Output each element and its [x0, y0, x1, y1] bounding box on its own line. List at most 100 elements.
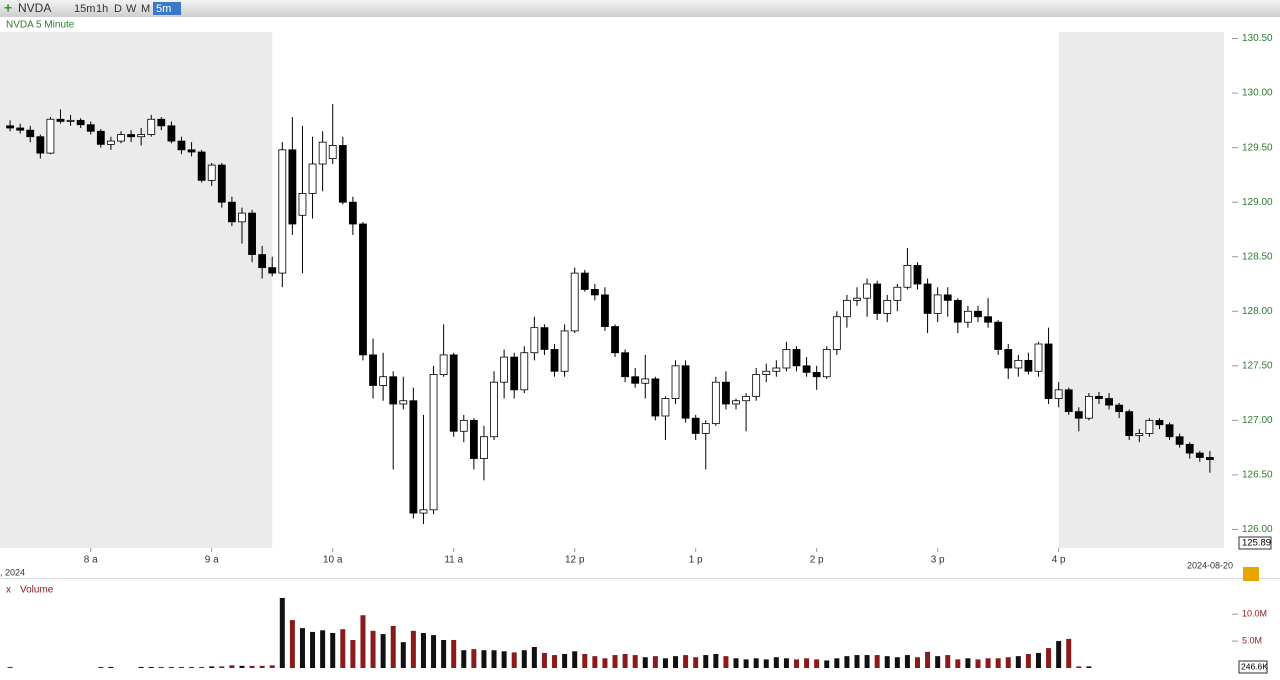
volume-bar	[955, 659, 961, 668]
volume-bar	[662, 658, 668, 668]
candle-body	[76, 119, 85, 126]
candle-body	[550, 349, 559, 372]
interval-button[interactable]: D	[114, 3, 122, 15]
interval-button[interactable]: W	[126, 3, 137, 15]
volume-bar	[511, 652, 517, 668]
volume-bar	[441, 640, 447, 668]
candle-body	[802, 365, 811, 373]
candle-body	[742, 395, 750, 402]
candle-body	[631, 376, 640, 384]
candle-body	[641, 378, 650, 384]
candle-body	[661, 398, 670, 417]
y-tick-label: 130.00	[1242, 88, 1273, 99]
candle-body	[227, 201, 236, 223]
candle-body	[248, 212, 256, 255]
volume-bar	[713, 654, 719, 668]
volume-bar	[410, 630, 416, 668]
x-tick-label: 4 p	[1052, 555, 1066, 566]
volume-legend[interactable]: Volume	[20, 585, 54, 596]
candle-body	[732, 400, 740, 405]
volume-bar	[400, 642, 406, 668]
candle-body	[1024, 359, 1033, 372]
volume-bar	[189, 666, 195, 668]
volume-bar	[995, 658, 1001, 668]
candle-body	[389, 376, 398, 405]
volume-bar	[935, 656, 941, 668]
candle-body	[86, 124, 95, 132]
candle-body	[157, 118, 166, 127]
candle-body	[671, 365, 680, 399]
volume-bar	[158, 666, 164, 668]
candle-body	[268, 267, 277, 274]
volume-bar	[733, 658, 739, 668]
x-tick-label: 1 p	[689, 555, 703, 566]
candle-body	[752, 374, 761, 397]
play-button[interactable]	[1243, 567, 1259, 581]
y-tick-label: 10.0M	[1242, 609, 1267, 619]
volume-box	[1238, 660, 1268, 674]
candle-body	[369, 354, 377, 386]
volume-bar	[289, 620, 295, 668]
candle-body	[782, 349, 791, 369]
y-tick-label: 128.50	[1242, 251, 1273, 262]
volume-bar	[985, 658, 991, 668]
candle-body	[701, 423, 710, 434]
volume-bar	[249, 665, 255, 668]
x-tick-label: 11 a	[444, 555, 463, 566]
volume-bar	[1056, 641, 1062, 668]
active-interval[interactable]: 5m	[156, 3, 171, 15]
chart-legend[interactable]: NVDA 5 Minute	[6, 20, 75, 31]
candle-body	[238, 212, 246, 223]
last-volume: 246.6K	[1241, 661, 1268, 671]
volume-bar	[148, 666, 154, 668]
candle-body	[832, 316, 841, 350]
candle-body	[1044, 343, 1053, 399]
volume-bar	[1046, 648, 1052, 668]
candle-body	[147, 118, 156, 135]
volume-bar	[299, 628, 305, 668]
symbol[interactable]: NVDA	[18, 1, 51, 15]
interval-button[interactable]: M	[141, 3, 150, 15]
candle-body	[722, 381, 730, 405]
volume-bar	[975, 659, 981, 668]
volume-bar	[420, 633, 426, 668]
candle-body	[510, 356, 519, 391]
candle-body	[429, 374, 438, 511]
y-tick-label: 126.00	[1242, 524, 1273, 535]
y-tick-label: 127.00	[1242, 415, 1273, 426]
close-pane[interactable]: x	[6, 585, 11, 596]
candle-body	[964, 310, 972, 323]
last-price: 125.89	[1242, 538, 1271, 549]
candle-body	[1105, 398, 1113, 406]
volume-bar	[743, 659, 749, 668]
candle-body	[1125, 411, 1134, 437]
candle-body	[863, 283, 871, 299]
candle-body	[187, 149, 196, 153]
candle-body	[1135, 433, 1144, 437]
date-label: 2024-08-20	[1187, 560, 1233, 570]
candle-body	[197, 151, 206, 181]
candle-body	[449, 354, 458, 432]
volume-bar	[320, 630, 326, 668]
candle-body	[520, 352, 529, 391]
candle-body	[933, 294, 942, 314]
candle-body	[651, 378, 660, 417]
candle-body	[469, 419, 478, 459]
candle-body	[1155, 419, 1164, 426]
candle-body	[379, 376, 388, 386]
candle-body	[117, 134, 125, 142]
volume-bar	[521, 650, 527, 668]
candle-body	[812, 371, 821, 378]
candle-body	[500, 356, 509, 383]
volume-bar	[209, 666, 215, 668]
volume-bar	[1086, 666, 1092, 668]
y-tick-label: 128.00	[1242, 306, 1273, 317]
interval-button[interactable]: 15m	[74, 3, 95, 15]
volume-bar	[269, 665, 275, 668]
volume-bar	[178, 666, 184, 668]
volume-bar	[884, 656, 890, 668]
add-icon[interactable]: +	[4, 0, 12, 16]
active-interval-bg[interactable]	[153, 2, 181, 15]
volume-bar	[874, 655, 880, 668]
interval-button[interactable]: 1h	[96, 3, 108, 15]
